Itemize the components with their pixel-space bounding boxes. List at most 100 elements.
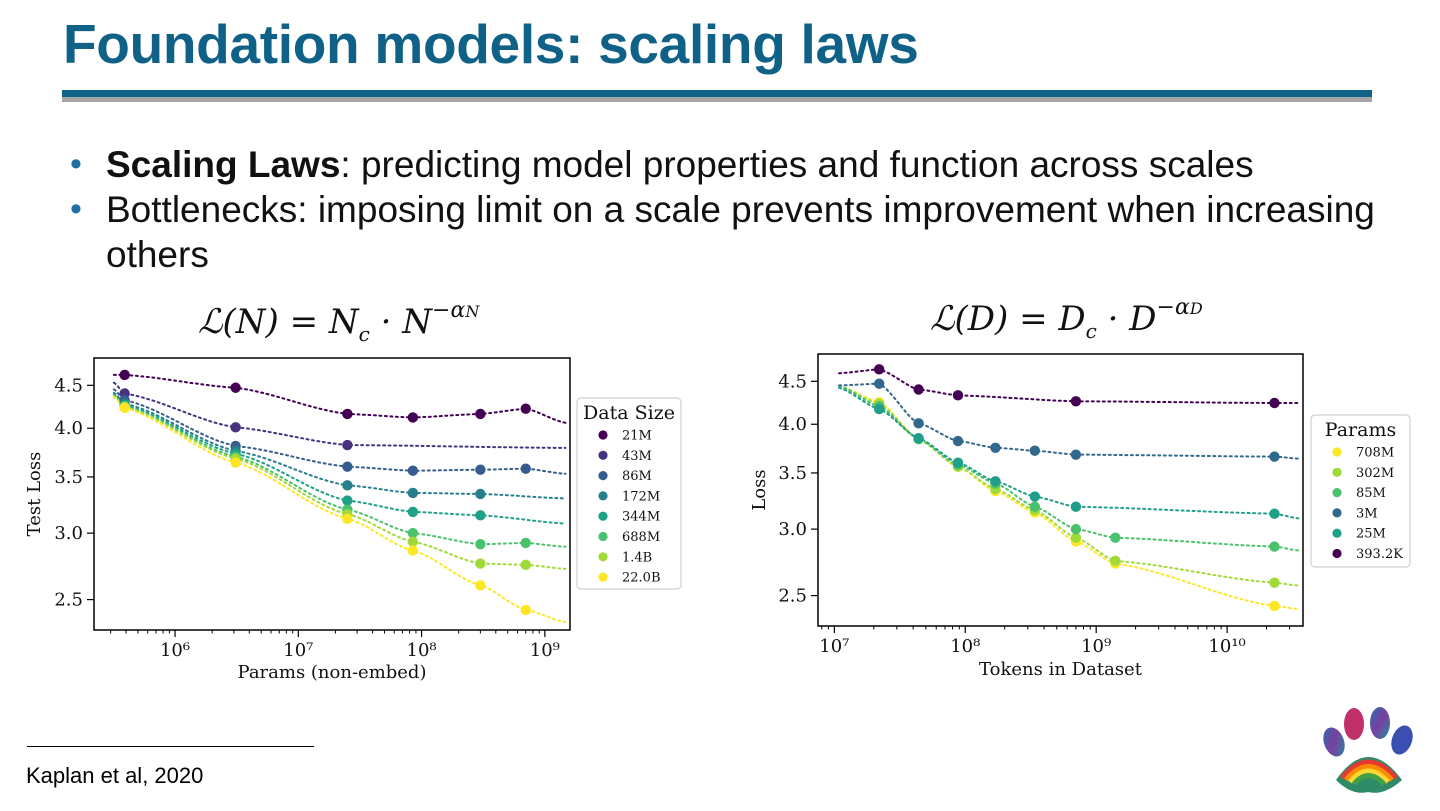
x-tick-label: 10⁷ — [819, 636, 849, 657]
data-point-25M — [990, 476, 1001, 487]
formula-lhs: ℒ(N) = N — [198, 302, 359, 342]
legend-marker-86M — [598, 471, 608, 481]
legend-label: 85M — [1356, 486, 1386, 501]
y-tick-label: 2.5 — [778, 586, 807, 607]
data-point-21M — [230, 382, 241, 393]
data-point-22.0B — [342, 513, 353, 525]
fit-curve-21M — [112, 373, 567, 424]
data-point-25M — [1269, 508, 1280, 519]
fit-curve-708M — [838, 385, 1300, 610]
data-point-3M — [913, 418, 924, 429]
y-tick-label: 2.5 — [54, 590, 83, 611]
data-point-393.2K — [873, 364, 885, 375]
x-tick-label: 10⁹ — [530, 640, 560, 661]
data-point-22.0B — [230, 457, 241, 468]
slide-title: Foundation models: scaling laws — [63, 13, 919, 75]
formula-exponent: −αD — [1157, 295, 1203, 320]
bullet-text: Bottlenecks: imposing limit on a scale p… — [106, 189, 1375, 275]
data-point-302M — [1070, 532, 1082, 543]
data-point-86M — [475, 464, 486, 475]
title-rule — [62, 90, 1372, 97]
data-point-393.2K — [1070, 396, 1082, 407]
legend-box — [576, 397, 682, 590]
y-tick-label: 3.5 — [54, 467, 83, 488]
fit-curve-85M — [838, 385, 1300, 552]
data-point-43M — [342, 439, 353, 451]
data-point-21M — [119, 369, 130, 381]
data-point-22.0B — [119, 402, 130, 414]
legend-marker-302M — [1332, 467, 1342, 477]
data-point-86M — [407, 465, 419, 476]
data-point-25M — [1029, 491, 1041, 502]
data-point-172M — [342, 480, 353, 491]
legend-marker-708M — [1332, 447, 1342, 457]
chart-1 — [87, 357, 682, 637]
data-point-344M — [342, 495, 353, 506]
formula-exponent-sub: D — [1189, 299, 1203, 318]
formula-mid: · D — [1096, 299, 1157, 339]
data-point-1.4B — [475, 558, 486, 569]
data-point-3M — [990, 442, 1001, 453]
bullet-dot-icon: • — [70, 190, 82, 228]
chart-2 — [811, 353, 1411, 633]
data-point-25M — [913, 432, 924, 444]
data-point-688M — [475, 539, 486, 550]
legend-marker-3M — [1332, 508, 1342, 518]
legend-marker-344M — [598, 511, 608, 521]
data-point-393.2K — [913, 384, 924, 395]
fit-curve-302M — [838, 385, 1300, 587]
bullet-item: • Bottlenecks: imposing limit on a scale … — [70, 187, 1390, 277]
data-point-21M — [520, 403, 531, 414]
legend-marker-393.2K — [1332, 548, 1342, 559]
x-tick-label: 10⁸ — [950, 636, 980, 657]
data-point-688M — [407, 527, 419, 539]
footnote-rule — [27, 746, 314, 747]
legend-label: 25M — [1356, 527, 1386, 542]
data-point-344M — [407, 506, 419, 518]
data-point-708M — [1269, 600, 1280, 612]
y-tick-label: 4.0 — [54, 418, 83, 439]
formula-exponent-alpha: −α — [1156, 295, 1190, 320]
formula-data: ℒ(D) = Dc · D−αD — [930, 295, 1203, 343]
data-point-3M — [1269, 451, 1280, 462]
x-tick-label: 10⁹ — [1081, 636, 1111, 657]
legend-marker-25M — [1332, 528, 1342, 538]
legend-label: 172M — [622, 489, 660, 504]
bullet-item: • Scaling Laws: predicting model properti… — [70, 142, 1390, 187]
data-point-86M — [520, 463, 531, 474]
legend-label: 302M — [1356, 466, 1394, 481]
data-point-22.0B — [475, 580, 486, 591]
formula-subscript: c — [358, 322, 370, 346]
y-tick-label: 4.0 — [778, 414, 807, 435]
data-point-25M — [952, 457, 964, 468]
legend-label: 688M — [622, 530, 660, 545]
data-point-21M — [475, 408, 486, 420]
formula-exponent-alpha: −α — [432, 298, 466, 323]
bullet-bold-term: Scaling Laws — [106, 144, 341, 185]
data-point-393.2K — [952, 390, 964, 401]
bullet-list: • Scaling Laws: predicting model properti… — [70, 142, 1390, 277]
plot-frame — [817, 353, 1304, 627]
formula-lhs: ℒ(D) = D — [930, 299, 1086, 339]
data-point-302M — [1269, 577, 1280, 588]
data-point-22.0B — [520, 604, 531, 616]
data-point-172M — [407, 487, 419, 499]
data-point-86M — [342, 461, 353, 472]
bullet-dot-icon: • — [70, 145, 82, 183]
fit-curve-86M — [112, 388, 567, 475]
y-tick-label: 4.5 — [778, 371, 807, 392]
data-point-3M — [1029, 445, 1041, 456]
data-point-85M — [1029, 501, 1041, 512]
x-tick-label: 10⁷ — [283, 640, 313, 661]
legend-marker-43M — [598, 450, 608, 460]
legend-marker-688M — [598, 531, 608, 542]
legend-marker-21M — [598, 430, 608, 440]
data-point-43M — [230, 422, 241, 433]
fit-curve-1.4B — [112, 395, 567, 570]
data-point-1.4B — [520, 559, 531, 571]
data-point-344M — [475, 510, 486, 521]
legend-marker-1.4B — [598, 552, 608, 562]
legend-label: 43M — [622, 449, 652, 464]
x-tick-label: 10⁸ — [407, 640, 437, 661]
data-point-21M — [407, 412, 419, 423]
